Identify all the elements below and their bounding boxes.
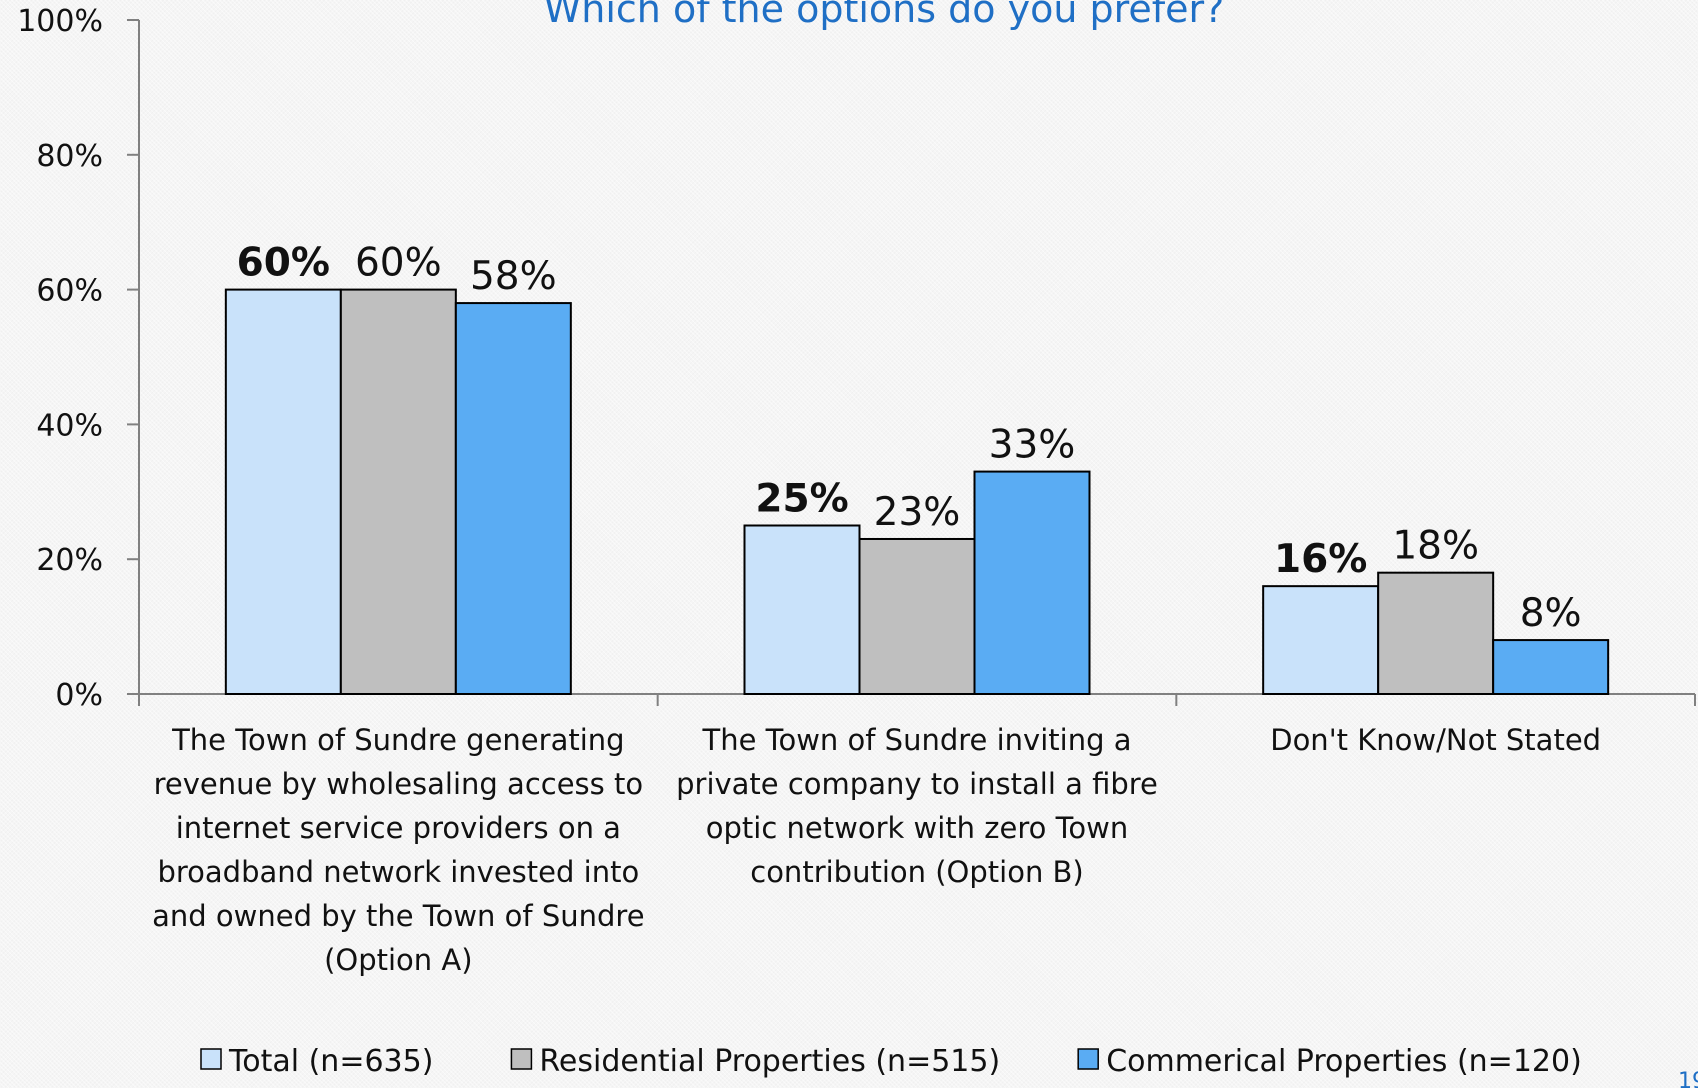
category-labels-group: The Town of Sundre generating revenue by … [152,723,1601,977]
category-label: The Town of Sundre generating [171,723,624,757]
legend-swatch [510,1048,533,1070]
legend-label: Total (n=635) [228,1044,433,1079]
category-label: private company to install a fibre [676,767,1158,801]
bar [858,537,976,695]
legend-label: Residential Properties (n=515) [539,1044,1000,1079]
y-tick-label: 60% [36,274,103,309]
category-label: internet service providers on a [176,811,621,845]
bar [973,470,1091,695]
data-label: 18% [1392,524,1479,569]
chart-axes: 0% 20% 40% 60% 80% 100% [17,4,1696,713]
bar [1377,571,1495,695]
bar [454,302,572,695]
data-label: 58% [470,254,557,299]
category-label: and owned by the Town of Sundre [152,899,644,933]
y-tick-label: 100% [17,4,103,39]
legend: Total (n=635) Residential Properties (n=5… [200,1044,1582,1079]
category-label: (Option A) [324,943,472,977]
category-label: revenue by wholesaling access to [154,767,644,801]
y-tick-label: 20% [36,543,103,578]
data-label: 60% [237,241,330,286]
category-label: The Town of Sundre inviting a [702,723,1132,757]
data-label: 33% [989,423,1076,468]
category-label: Don't Know/Not Stated [1270,723,1601,757]
legend-swatch [1077,1048,1099,1070]
bars-group [224,288,1610,696]
chart-title: Which of the options do you prefer? [544,0,1225,31]
bar [1492,639,1610,696]
page-number: 19 [1678,1069,1698,1088]
data-label: 23% [874,490,961,535]
y-tick-label: 0% [55,678,103,713]
data-label: 60% [355,241,442,286]
legend-swatch [200,1048,222,1070]
bar [743,524,861,695]
data-label: 8% [1520,591,1582,636]
data-label: 16% [1274,537,1367,582]
bar [224,288,342,695]
category-label: optic network with zero Town [706,811,1128,845]
category-label: broadband network invested into [157,855,639,889]
category-label: contribution (Option B) [750,855,1084,889]
y-tick-label: 80% [36,139,103,174]
data-labels-group: 60% 60% 58% 25% 23% 33% 16% 18% 8% [237,241,1582,636]
bar [339,288,457,695]
y-tick-label: 40% [36,408,103,443]
legend-label: Commerical Properties (n=120) [1106,1044,1582,1079]
data-label: 25% [755,477,848,522]
bar [1262,585,1380,695]
